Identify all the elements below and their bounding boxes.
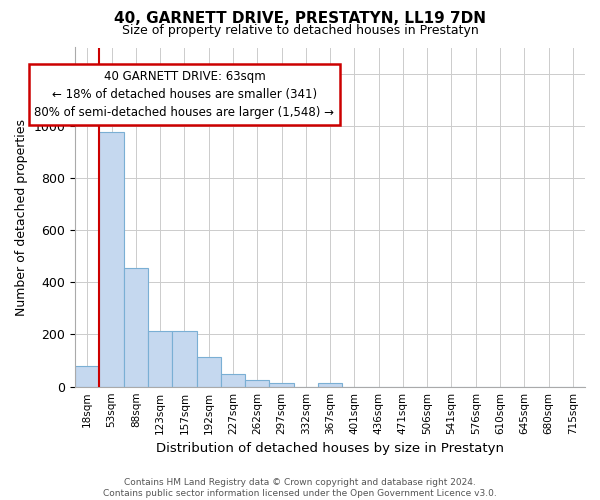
Text: Contains HM Land Registry data © Crown copyright and database right 2024.
Contai: Contains HM Land Registry data © Crown c…	[103, 478, 497, 498]
Text: 40, GARNETT DRIVE, PRESTATYN, LL19 7DN: 40, GARNETT DRIVE, PRESTATYN, LL19 7DN	[114, 11, 486, 26]
X-axis label: Distribution of detached houses by size in Prestatyn: Distribution of detached houses by size …	[156, 442, 504, 455]
Bar	[197, 356, 221, 386]
Bar	[75, 366, 100, 386]
Text: Size of property relative to detached houses in Prestatyn: Size of property relative to detached ho…	[122, 24, 478, 37]
Text: 40 GARNETT DRIVE: 63sqm
← 18% of detached houses are smaller (341)
80% of semi-d: 40 GARNETT DRIVE: 63sqm ← 18% of detache…	[34, 70, 334, 119]
Bar	[148, 330, 172, 386]
Y-axis label: Number of detached properties: Number of detached properties	[15, 118, 28, 316]
Bar	[124, 268, 148, 386]
Bar	[318, 383, 342, 386]
Bar	[269, 383, 293, 386]
Bar	[100, 132, 124, 386]
Bar	[245, 380, 269, 386]
Bar	[221, 374, 245, 386]
Bar	[172, 330, 197, 386]
